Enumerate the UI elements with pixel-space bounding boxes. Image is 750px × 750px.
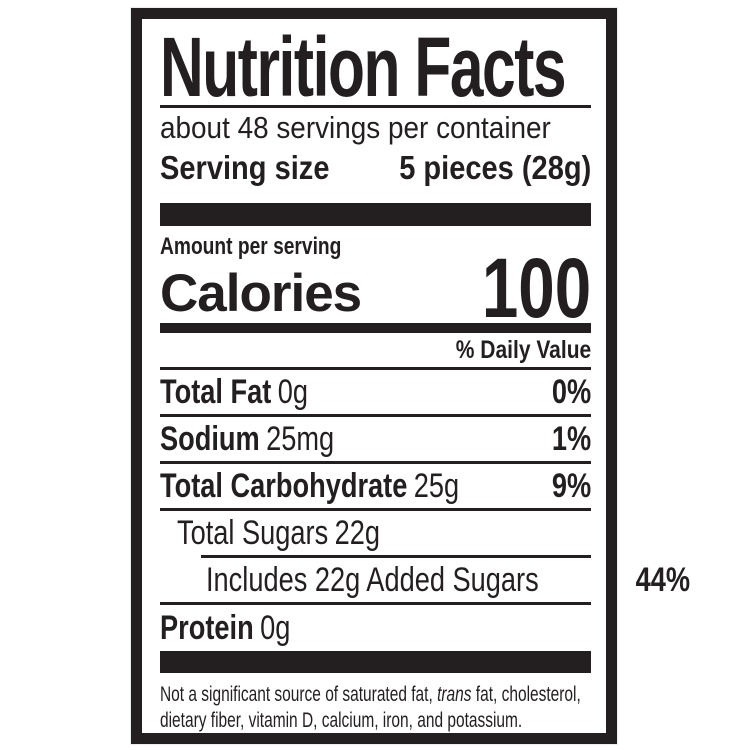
nutrient-name-amount: Protein 0g xyxy=(160,609,290,648)
calories-label: Calories xyxy=(160,264,362,323)
nutrient-line: Total Carbohydrate 25g 9% xyxy=(160,464,591,508)
nutrient-line: Sodium 25mg 1% xyxy=(160,417,591,461)
nutrient-amount: 25g xyxy=(413,466,460,505)
thick-separator-bar-bottom xyxy=(160,651,591,673)
nutrient-row-total-sugars: Total Sugars 22g xyxy=(160,511,591,558)
nutrient-amount: 0g xyxy=(277,372,308,411)
calories-block: Amount per serving Calories 100 xyxy=(160,234,591,331)
nutrient-name-amount: Includes 22g Added Sugars xyxy=(206,561,539,600)
nutrient-name-amount: Total Sugars 22g xyxy=(177,514,380,553)
label-title: Nutrition Facts xyxy=(160,20,567,114)
daily-value-divider xyxy=(160,367,591,370)
footnote-line1-pre: Not a significant source of saturated fa… xyxy=(160,682,438,706)
nutrient-daily-value: 9% xyxy=(551,466,591,505)
nutrient-row-sodium: Sodium 25mg 1% xyxy=(160,417,591,464)
footnote-text: Not a significant source of saturated fa… xyxy=(160,681,592,733)
nutrient-amount: 25mg xyxy=(266,419,335,458)
serving-size-value: 5 pieces (28g) xyxy=(398,149,591,186)
nutrient-name: Total Carbohydrate xyxy=(160,466,408,505)
row-divider xyxy=(160,461,591,464)
medium-separator-bar xyxy=(160,323,591,333)
nutrient-name-amount: Sodium 25mg xyxy=(160,420,334,459)
label-content: Nutrition Facts about 48 servings per co… xyxy=(160,20,690,732)
daily-value-header-text: % Daily Value xyxy=(455,335,591,364)
row-divider xyxy=(160,508,591,511)
nutrient-row-total-carbohydrate: Total Carbohydrate 25g 9% xyxy=(160,464,591,511)
footnote-line1-post: fat, cholesterol, xyxy=(471,682,581,706)
nutrient-line: Protein 0g xyxy=(160,605,591,651)
nutrient-name: Protein xyxy=(160,608,254,647)
nutrient-name: Sodium xyxy=(160,419,260,458)
nutrient-row-added-sugars: Includes 22g Added Sugars 44% xyxy=(160,558,690,605)
nutrient-name: Total Sugars xyxy=(177,513,329,552)
serving-size-row: Serving size 5 pieces (28g) xyxy=(160,146,591,190)
amount-per-serving-line: Amount per serving xyxy=(160,234,387,260)
nutrient-line: Total Fat 0g 0% xyxy=(160,370,591,414)
calories-value: 100 xyxy=(451,241,591,335)
amount-per-serving-text: Amount per serving xyxy=(160,233,342,260)
nutrient-name-amount: Total Carbohydrate 25g xyxy=(160,467,459,506)
nutrient-row-total-fat: Total Fat 0g 0% xyxy=(160,370,591,417)
daily-value-header: % Daily Value xyxy=(160,333,591,367)
thick-separator-bar-top xyxy=(160,203,591,226)
nutrient-daily-value: 44% xyxy=(635,560,690,599)
nutrient-name: Total Fat xyxy=(160,372,272,411)
nutrient-name: Includes 22g Added Sugars xyxy=(206,560,539,599)
footnote-line2: dietary fiber, vitamin D, calcium, iron,… xyxy=(160,708,523,732)
calories-value-text: 100 xyxy=(481,241,591,335)
nutrient-line: Includes 22g Added Sugars 44% xyxy=(160,558,690,602)
nutrient-amount: 22g xyxy=(334,513,380,552)
label-title-block: Nutrition Facts xyxy=(160,20,591,114)
row-divider xyxy=(160,602,591,605)
nutrient-amount: 0g xyxy=(260,608,291,647)
nutrient-daily-value: 0% xyxy=(551,372,591,411)
footnote-line1-italic: trans xyxy=(437,682,472,706)
nutrition-facts-label: Nutrition Facts about 48 servings per co… xyxy=(131,8,690,744)
nutrient-daily-value: 1% xyxy=(551,419,591,458)
row-divider-indented xyxy=(201,555,591,558)
servings-per-container-line: about 48 servings per container xyxy=(160,108,591,146)
row-divider xyxy=(160,414,591,417)
nutrient-name-amount: Total Fat 0g xyxy=(160,373,308,412)
title-divider xyxy=(160,105,591,108)
footnote: Not a significant source of saturated fa… xyxy=(160,681,591,733)
nutrient-line: Total Sugars 22g xyxy=(160,511,591,555)
nutrient-row-protein: Protein 0g xyxy=(160,605,591,651)
servings-per-container-text: about 48 servings per container xyxy=(160,110,551,145)
serving-size-label: Serving size xyxy=(160,149,330,186)
